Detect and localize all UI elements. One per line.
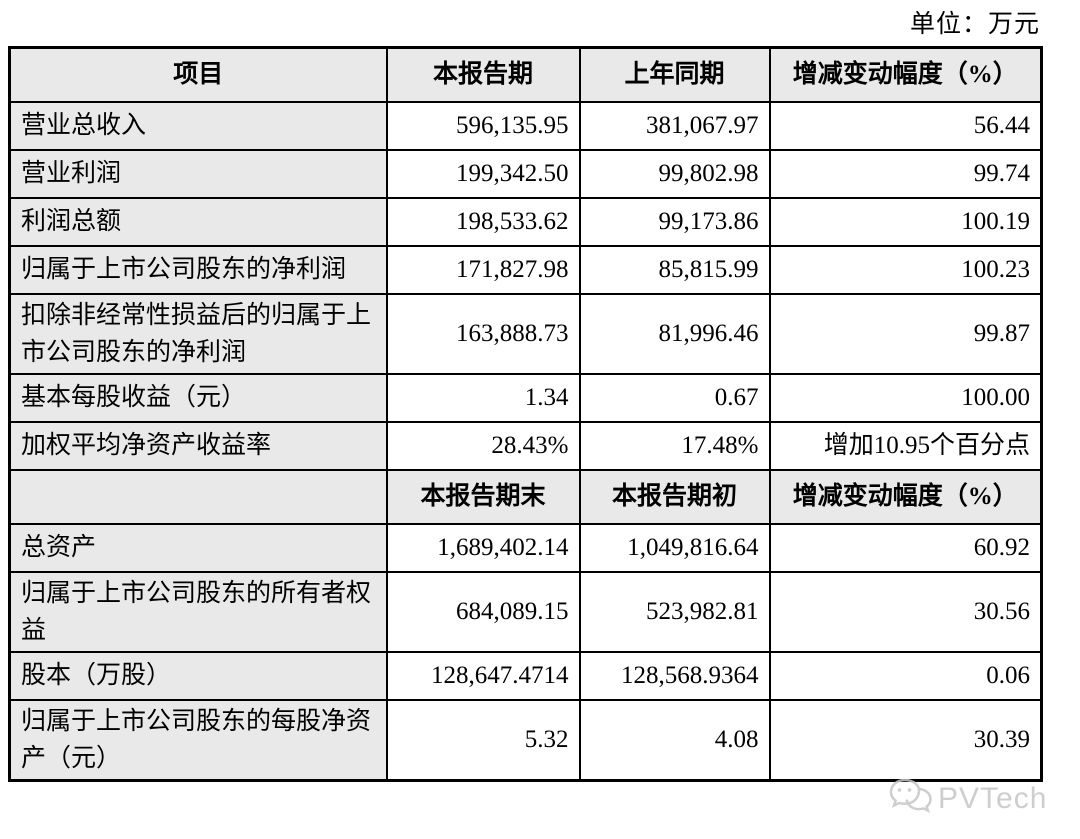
cell-current: 199,342.50: [385, 148, 581, 199]
table-row: 利润总额 198,533.62 99,173.86 100.19: [8, 196, 1043, 247]
cell-current: 128,647.4714: [385, 650, 581, 701]
pvtech-watermark: PVTech: [888, 776, 1047, 821]
cell-change: 100.00: [768, 372, 1043, 423]
cell-prior: 1,049,816.64: [578, 522, 771, 573]
row-label: 营业总收入: [8, 100, 388, 151]
table-row: 股本（万股） 128,647.4714 128,568.9364 0.06: [8, 650, 1043, 701]
cell-prior: 17.48%: [578, 420, 771, 471]
cell-change: 99.74: [768, 148, 1043, 199]
cell-change: 100.19: [768, 196, 1043, 247]
header-prior-period: 上年同期: [578, 46, 771, 103]
cell-prior: 381,067.97: [578, 100, 771, 151]
cell-current: 1.34: [385, 372, 581, 423]
cell-prior: 523,982.81: [578, 570, 771, 653]
table-row: 归属于上市公司股东的净利润 171,827.98 85,815.99 100.2…: [8, 244, 1043, 295]
row-label: 归属于上市公司股东的净利润: [8, 244, 388, 295]
table-row: 归属于上市公司股东的所有者权益 684,089.15 523,982.81 30…: [8, 570, 1043, 653]
header-change-pct: 增减变动幅度（%）: [768, 468, 1043, 525]
table-row: 归属于上市公司股东的每股净资产（元） 5.32 4.08 30.39: [8, 698, 1043, 781]
row-label: 营业利润: [8, 148, 388, 199]
table-row: 总资产 1,689,402.14 1,049,816.64 60.92: [8, 522, 1043, 573]
cell-current: 596,135.95: [385, 100, 581, 151]
cell-prior: 85,815.99: [578, 244, 771, 295]
cell-prior: 81,996.46: [578, 292, 771, 375]
cell-prior: 99,802.98: [578, 148, 771, 199]
cell-current: 1,689,402.14: [385, 522, 581, 573]
cell-prior: 0.67: [578, 372, 771, 423]
watermark-text: PVTech: [938, 781, 1048, 815]
cell-change: 30.39: [768, 698, 1043, 781]
table-row: 营业利润 199,342.50 99,802.98 99.74: [8, 148, 1043, 199]
cell-change: 增加10.95个百分点: [768, 420, 1043, 471]
table-row: 基本每股收益（元） 1.34 0.67 100.00: [8, 372, 1043, 423]
cell-change: 0.06: [768, 650, 1043, 701]
cell-prior: 4.08: [578, 698, 771, 781]
header-item: 项目: [8, 46, 388, 103]
cell-change: 99.87: [768, 292, 1043, 375]
cell-current: 171,827.98: [385, 244, 581, 295]
row-label: 归属于上市公司股东的所有者权益: [8, 570, 388, 653]
cell-change: 60.92: [768, 522, 1043, 573]
row-label: 股本（万股）: [8, 650, 388, 701]
row-label: 归属于上市公司股东的每股净资产（元）: [8, 698, 388, 781]
table-row: 扣除非经常性损益后的归属于上市公司股东的净利润 163,888.73 81,99…: [8, 292, 1043, 375]
cell-current: 5.32: [385, 698, 581, 781]
cell-prior: 128,568.9364: [578, 650, 771, 701]
table-header-row-balance: 本报告期末 本报告期初 增减变动幅度（%）: [8, 468, 1043, 525]
table-row: 营业总收入 596,135.95 381,067.97 56.44: [8, 100, 1043, 151]
header-period-begin: 本报告期初: [578, 468, 771, 525]
header-item-blank: [8, 468, 388, 525]
financial-summary-table: 项目 本报告期 上年同期 增减变动幅度（%） 营业总收入 596,135.95 …: [8, 46, 1043, 782]
cell-current: 684,089.15: [385, 570, 581, 653]
row-label: 利润总额: [8, 196, 388, 247]
header-change-pct: 增减变动幅度（%）: [768, 46, 1043, 103]
cell-current: 28.43%: [385, 420, 581, 471]
cell-current: 198,533.62: [385, 196, 581, 247]
row-label: 基本每股收益（元）: [8, 372, 388, 423]
cell-change: 30.56: [768, 570, 1043, 653]
unit-label: 单位：万元: [909, 11, 1040, 38]
wechat-icon: [888, 776, 934, 821]
row-label: 扣除非经常性损益后的归属于上市公司股东的净利润: [8, 292, 388, 375]
table-row: 加权平均净资产收益率 28.43% 17.48% 增加10.95个百分点: [8, 420, 1043, 471]
cell-current: 163,888.73: [385, 292, 581, 375]
header-period-end: 本报告期末: [385, 468, 581, 525]
cell-prior: 99,173.86: [578, 196, 771, 247]
cell-change: 100.23: [768, 244, 1043, 295]
row-label: 加权平均净资产收益率: [8, 420, 388, 471]
header-current-period: 本报告期: [385, 46, 581, 103]
table-header-row-period: 项目 本报告期 上年同期 增减变动幅度（%）: [8, 46, 1043, 103]
row-label: 总资产: [8, 522, 388, 573]
cell-change: 56.44: [768, 100, 1043, 151]
